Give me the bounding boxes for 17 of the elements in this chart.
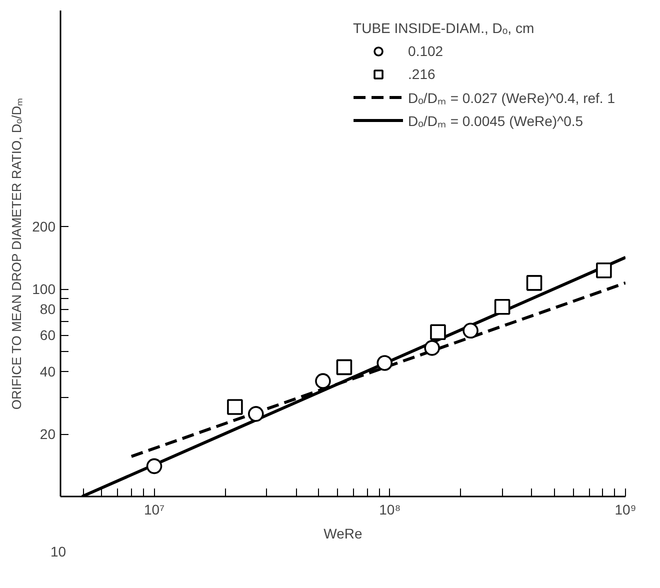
- legend-title: TUBE INSIDE-DIAM., Dₒ, cm: [353, 20, 536, 36]
- y-tick-label: 200: [32, 218, 56, 235]
- x-axis-title: WeRe: [324, 526, 363, 542]
- x-tick-label: 10⁸: [379, 502, 401, 518]
- x-tick-label: 10⁷: [144, 502, 165, 518]
- text: 10: [50, 544, 66, 560]
- y-tick-label: 80: [40, 301, 56, 318]
- legend-label: 0.102: [408, 43, 444, 59]
- y-tick-label: 60: [40, 327, 56, 344]
- legend-label: .216: [408, 66, 436, 82]
- y-tick-label: 100: [32, 281, 56, 298]
- y-tick-label: 40: [40, 364, 56, 380]
- y-tick-label: 20: [40, 426, 56, 442]
- legend-label: Dₒ/Dₘ = 0.027 (WeRe)^0.4, ref. 1: [408, 88, 615, 106]
- x-tick-label: 10⁹: [614, 502, 636, 518]
- y-axis-title: ORIFICE TO MEAN DROP DIAMETER RATIO, Dₒ/Dₘ: [9, 98, 24, 410]
- legend-label: Dₒ/Dₘ = 0.0045 (WeRe)^0.5: [408, 112, 584, 130]
